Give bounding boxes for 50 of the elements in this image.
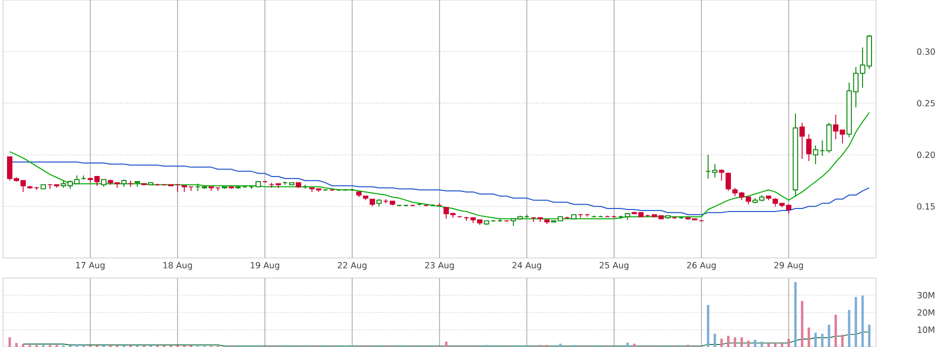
bar	[821, 334, 824, 347]
x-tick-label: 19 Aug	[250, 262, 280, 270]
candlestick	[718, 168, 724, 182]
x-tick-label: 22 Aug	[338, 262, 366, 270]
bar	[15, 343, 18, 347]
bar	[559, 344, 562, 347]
x-tick-label: 24 Aug	[512, 262, 542, 270]
x-tick-label: 18 Aug	[164, 262, 192, 270]
bar	[754, 340, 756, 347]
bar	[814, 332, 817, 347]
bar	[800, 300, 804, 347]
x-tick-label: 26 Aug	[687, 262, 716, 270]
bar	[740, 337, 743, 347]
bar	[834, 314, 837, 347]
bar	[848, 310, 850, 347]
candlestick	[726, 172, 731, 192]
bar	[445, 342, 448, 347]
bar	[854, 296, 858, 347]
y-tick-label: 10M	[918, 326, 934, 333]
y-tick-label: 30M	[918, 292, 934, 298]
x-tick-label: 23 Aug	[425, 262, 454, 270]
bar	[706, 304, 710, 347]
bar	[794, 282, 797, 347]
candlestick	[812, 145, 818, 165]
y-tick-label: 0.15	[917, 203, 935, 210]
bar	[788, 338, 790, 347]
candlestick	[806, 134, 812, 162]
bar	[720, 338, 723, 347]
bar	[767, 343, 770, 347]
bar	[841, 334, 844, 347]
bar	[633, 344, 636, 347]
x-tick-label: 17 Aug	[76, 262, 105, 270]
bar	[22, 344, 24, 347]
x-tick-label: 29 Aug	[774, 262, 803, 270]
y-tick-label: 0.20	[917, 152, 935, 158]
bar	[727, 336, 730, 347]
x-tick-label: 25 Aug	[600, 262, 628, 270]
y-tick-label: 20M	[918, 309, 934, 316]
bar	[808, 328, 810, 347]
bar	[747, 340, 750, 347]
candlestick	[799, 122, 805, 160]
bar	[714, 334, 716, 347]
bar	[76, 344, 78, 347]
y-tick-label: 0.30	[917, 48, 935, 55]
bar	[868, 324, 870, 347]
y-tick-label: 0.25	[917, 100, 935, 106]
bar	[8, 337, 11, 347]
bar	[760, 342, 764, 347]
bar	[774, 343, 776, 347]
bar	[861, 296, 864, 347]
